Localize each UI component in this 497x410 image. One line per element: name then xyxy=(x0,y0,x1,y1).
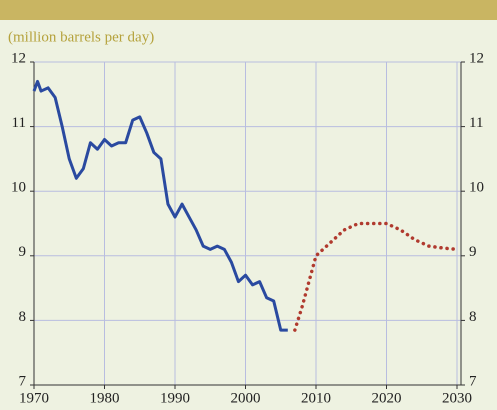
y-tick-label: 8 xyxy=(19,309,27,325)
x-tick-label: 1980 xyxy=(90,390,120,406)
x-tick-label: 2000 xyxy=(231,390,261,406)
y-tick-label: 7 xyxy=(19,373,27,389)
series-line xyxy=(293,221,459,332)
header-band xyxy=(0,0,497,20)
y2-tick-label: 8 xyxy=(469,309,477,325)
chart-subtitle: (million barrels per day) xyxy=(8,29,154,45)
x-tick-label: 1990 xyxy=(160,390,190,406)
x-tick-label: 2020 xyxy=(372,390,402,406)
y2-tick-label: 12 xyxy=(469,50,484,66)
plot-area xyxy=(33,61,462,386)
y-tick-label: 9 xyxy=(19,244,27,260)
x-tick-label: 1970 xyxy=(19,390,49,406)
y2-tick-label: 9 xyxy=(469,244,477,260)
y-tick-label: 10 xyxy=(11,180,26,196)
y2-tick-label: 10 xyxy=(469,180,484,196)
y-tick-label: 11 xyxy=(12,115,26,131)
y-tick-label: 12 xyxy=(11,50,26,66)
y2-tick-label: 11 xyxy=(469,115,483,131)
series-line xyxy=(32,79,288,332)
x-tick-label: 2010 xyxy=(301,390,331,406)
y2-tick-label: 7 xyxy=(469,373,477,389)
x-tick-label: 2030 xyxy=(442,390,472,406)
